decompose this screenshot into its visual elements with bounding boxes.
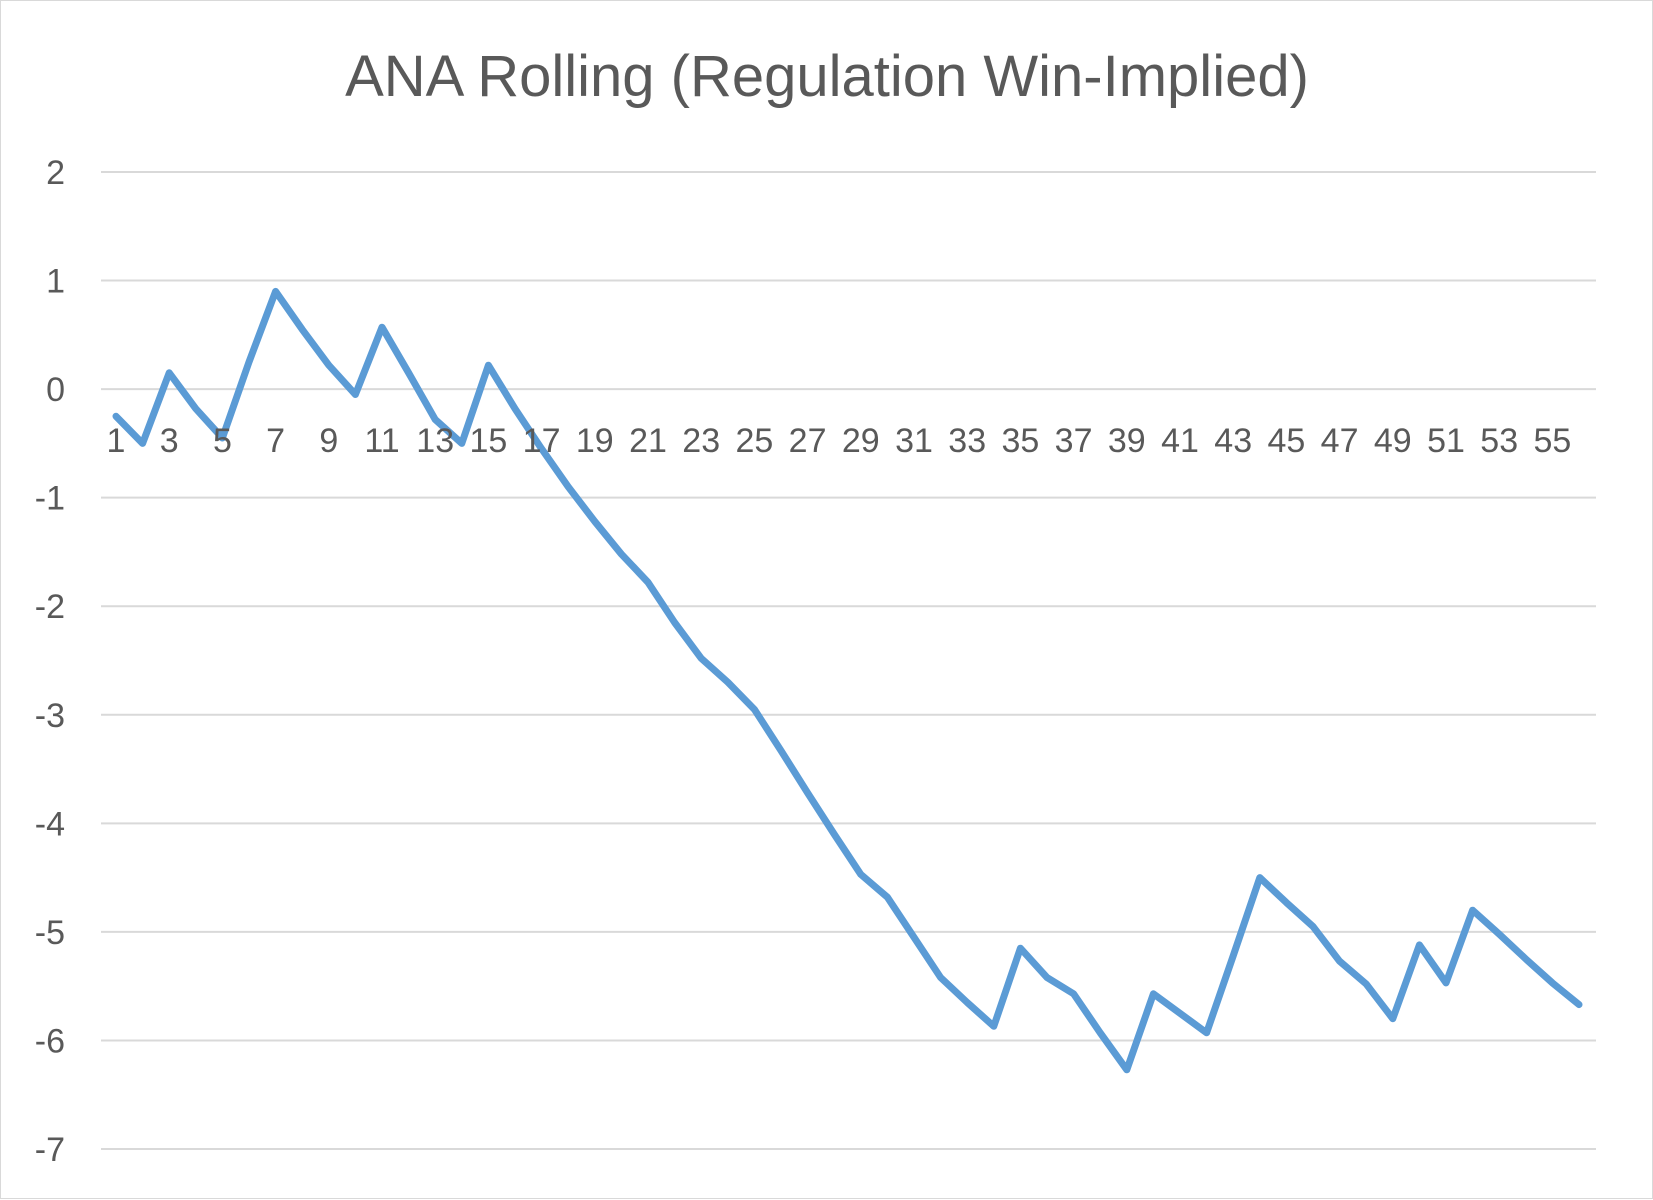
x-tick-label: 21 xyxy=(629,422,667,460)
x-tick-label: 37 xyxy=(1055,422,1093,460)
x-tick-label: 15 xyxy=(469,422,507,460)
x-tick-label: 27 xyxy=(789,422,827,460)
x-tick-label: 51 xyxy=(1427,422,1465,460)
x-tick-label: 53 xyxy=(1480,422,1518,460)
x-tick-label: 23 xyxy=(682,422,720,460)
x-tick-label: 49 xyxy=(1374,422,1412,460)
x-tick-label: 43 xyxy=(1214,422,1252,460)
x-tick-label: 7 xyxy=(266,422,285,460)
x-tick-label: 35 xyxy=(1001,422,1039,460)
x-tick-label: 41 xyxy=(1161,422,1199,460)
chart-title: ANA Rolling (Regulation Win-Implied) xyxy=(345,44,1309,109)
y-axis-tick-labels: 2 1 0 -1 -2 -3 -4 -5 -6 -7 xyxy=(35,154,65,1169)
y-tick-label: -4 xyxy=(35,805,65,843)
x-tick-label: 13 xyxy=(416,422,454,460)
y-tick-label: -2 xyxy=(35,588,65,626)
x-tick-label: 55 xyxy=(1533,422,1571,460)
x-axis-tick-labels: 1 3 5 7 9 11 13 15 17 19 21 23 25 27 29 31 33 35 37 39 41 43 4… xyxy=(107,422,1572,460)
gridlines xyxy=(101,171,1596,1150)
y-tick-label: -6 xyxy=(35,1022,65,1060)
x-tick-label: 25 xyxy=(735,422,773,460)
y-tick-label: -5 xyxy=(35,914,65,952)
y-tick-label: 1 xyxy=(46,263,65,301)
x-tick-label: 45 xyxy=(1267,422,1305,460)
x-tick-label: 31 xyxy=(895,422,933,460)
x-tick-label: 33 xyxy=(948,422,986,460)
x-tick-label: 9 xyxy=(319,422,338,460)
x-tick-label: 3 xyxy=(160,422,179,460)
series-line-layer xyxy=(112,287,1583,1074)
y-tick-label: 0 xyxy=(46,371,65,409)
x-tick-label: 47 xyxy=(1321,422,1359,460)
y-tick-label: -1 xyxy=(35,480,65,518)
x-tick-label: 29 xyxy=(842,422,880,460)
x-tick-label: 39 xyxy=(1108,422,1146,460)
x-tick-label: 1 xyxy=(107,422,126,460)
series-line xyxy=(112,287,1583,1074)
x-tick-label: 11 xyxy=(364,422,399,460)
x-tick-label: 19 xyxy=(576,422,614,460)
y-tick-label: -7 xyxy=(35,1131,65,1169)
x-tick-label: 5 xyxy=(213,422,232,460)
y-tick-label: -3 xyxy=(35,697,65,735)
x-tick-label: 17 xyxy=(523,422,561,460)
y-tick-label: 2 xyxy=(46,154,65,192)
